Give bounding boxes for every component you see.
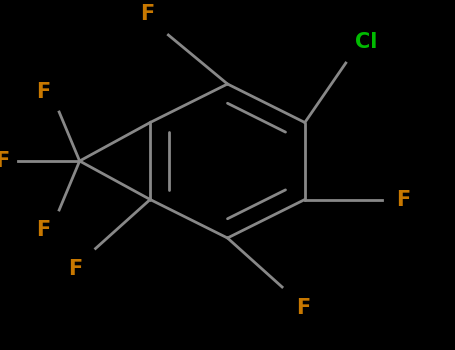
Text: Cl: Cl (355, 33, 377, 52)
Text: F: F (141, 5, 155, 25)
Text: F: F (396, 189, 410, 210)
Text: F: F (36, 220, 50, 240)
Text: F: F (0, 151, 9, 171)
Text: F: F (68, 259, 82, 279)
Text: F: F (36, 82, 50, 102)
Text: F: F (296, 298, 310, 317)
